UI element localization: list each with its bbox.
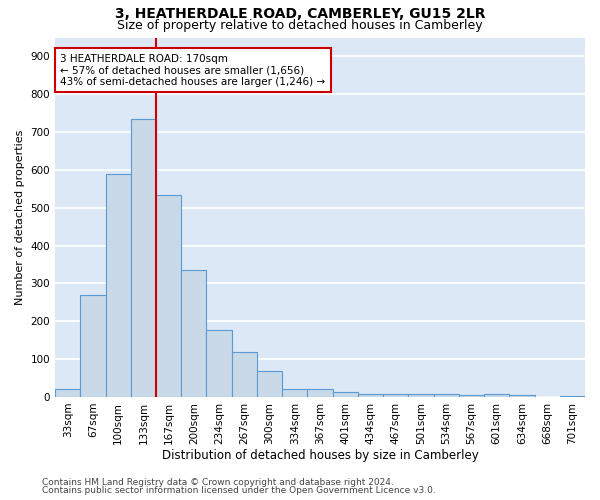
Bar [282,388,307,397]
Y-axis label: Number of detached properties: Number of detached properties [15,130,25,305]
Bar [257,371,282,397]
Bar [434,394,459,397]
Bar [358,394,383,397]
Bar [106,174,131,397]
Bar [80,295,106,397]
Text: 3 HEATHERDALE ROAD: 170sqm
← 57% of detached houses are smaller (1,656)
43% of s: 3 HEATHERDALE ROAD: 170sqm ← 57% of deta… [61,54,325,87]
Bar [206,330,232,397]
Bar [560,396,585,397]
Bar [181,270,206,397]
Bar [307,390,332,397]
Bar [131,119,156,397]
Text: Contains HM Land Registry data © Crown copyright and database right 2024.: Contains HM Land Registry data © Crown c… [42,478,394,487]
X-axis label: Distribution of detached houses by size in Camberley: Distribution of detached houses by size … [161,450,478,462]
Bar [156,194,181,397]
Bar [409,394,434,397]
Text: 3, HEATHERDALE ROAD, CAMBERLEY, GU15 2LR: 3, HEATHERDALE ROAD, CAMBERLEY, GU15 2LR [115,8,485,22]
Text: Size of property relative to detached houses in Camberley: Size of property relative to detached ho… [117,18,483,32]
Bar [459,395,484,397]
Bar [484,394,509,397]
Bar [509,395,535,397]
Bar [332,392,358,397]
Bar [383,394,409,397]
Bar [55,390,80,397]
Text: Contains public sector information licensed under the Open Government Licence v3: Contains public sector information licen… [42,486,436,495]
Bar [232,352,257,397]
